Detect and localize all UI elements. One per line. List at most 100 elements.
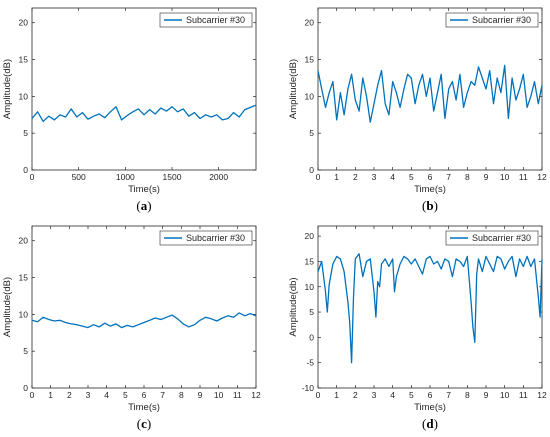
chart-4-xtick-label: 10 — [500, 390, 510, 400]
chart-3-legend-label: Subcarrier #30 — [186, 233, 245, 243]
chart-1-y-axis-label: Amplitude(dB) — [2, 59, 13, 119]
chart-3-ytick-label: 0 — [23, 383, 28, 393]
chart-2-xtick-label: 9 — [484, 172, 489, 182]
chart-2-xtick-label: 10 — [500, 172, 510, 182]
chart-1-caption: (a) — [136, 198, 151, 213]
chart-3-legend-box — [159, 230, 253, 246]
chart-2-xtick-label: 2 — [353, 172, 358, 182]
chart-4-xtick-label: 3 — [372, 390, 377, 400]
chart-3-ytick-label: 15 — [19, 273, 29, 283]
chart-4-xtick-label: 12 — [537, 390, 547, 400]
chart-1-legend-box — [159, 12, 253, 28]
chart-4-xtick-label: 11 — [519, 390, 528, 400]
chart-1-ytick-label: 5 — [23, 128, 28, 138]
chart-2-ytick-label: 5 — [309, 128, 314, 138]
chart-4-ytick-label: -10 — [302, 383, 315, 393]
chart-4-y-axis-label: Amplitude(db) — [288, 277, 299, 336]
chart-4-x-axis-label: Time(s) — [414, 402, 446, 413]
chart-1-xtick-label: 0 — [30, 172, 35, 182]
chart-1-xtick-label: 500 — [72, 172, 86, 182]
chart-2-caption-letter: b — [426, 198, 433, 213]
chart-4-xtick-label: 5 — [409, 390, 414, 400]
chart-1-caption-letter: a — [141, 198, 148, 213]
chart-2-ytick-label: 20 — [305, 18, 315, 28]
chart-2-legend-label: Subcarrier #30 — [472, 15, 531, 25]
chart-1-xtick-label: 2000 — [209, 172, 228, 182]
chart-3-x-axis-label: Time(s) — [128, 402, 160, 413]
chart-3-y-axis-label: Amplitude(dB) — [2, 277, 13, 337]
chart-3-caption: (c) — [137, 416, 151, 431]
chart-2-ytick-label: 15 — [305, 55, 315, 65]
chart-4-xtick-label: 8 — [465, 390, 470, 400]
chart-3-xtick-label: 9 — [198, 390, 203, 400]
chart-3-caption-open: ( — [137, 416, 141, 431]
chart-4-legend-box — [445, 230, 539, 246]
chart-4-ytick-label: 20 — [305, 231, 315, 241]
chart-1-caption-open: ( — [136, 198, 140, 213]
chart-4-xtick-label: 6 — [428, 390, 433, 400]
chart-3-xtick-label: 5 — [123, 390, 128, 400]
chart-2-xtick-label: 7 — [446, 172, 451, 182]
chart-2-xtick-label: 6 — [428, 172, 433, 182]
chart-3-ytick-label: 20 — [19, 236, 29, 246]
chart-4-ytick-label: -5 — [306, 358, 314, 368]
chart-3-xtick-label: 7 — [160, 390, 165, 400]
chart-4-xtick-label: 7 — [446, 390, 451, 400]
chart-4-xtick-label: 0 — [316, 390, 321, 400]
chart-1-x-axis-label: Time(s) — [128, 184, 160, 195]
chart-4-xtick-label: 4 — [390, 390, 395, 400]
chart-1-xtick-label: 1500 — [163, 172, 182, 182]
chart-2-caption: (b) — [422, 198, 438, 213]
chart-1-ytick-label: 15 — [19, 55, 29, 65]
chart-1-caption-close: ) — [147, 198, 151, 213]
chart-3-xtick-label: 2 — [67, 390, 72, 400]
chart-2-ytick-label: 0 — [309, 165, 314, 175]
chart-4-ytick-label: 15 — [305, 256, 315, 266]
chart-2-xtick-label: 3 — [372, 172, 377, 182]
chart-2-x-axis-label: Time(s) — [414, 184, 446, 195]
chart-3-xtick-label: 8 — [179, 390, 184, 400]
chart-4-legend-label: Subcarrier #30 — [472, 233, 531, 243]
chart-2-xtick-label: 4 — [390, 172, 395, 182]
chart-3-plot-area — [31, 225, 257, 389]
chart-3-xtick-label: 3 — [86, 390, 91, 400]
chart-1-plot-area — [31, 7, 257, 171]
chart-1-legend-label: Subcarrier #30 — [186, 15, 245, 25]
chart-2-xtick-label: 8 — [465, 172, 470, 182]
chart-3-series-line — [31, 312, 257, 329]
chart-3-xtick-label: 1 — [48, 390, 53, 400]
chart-2-xtick-label: 1 — [334, 172, 339, 182]
chart-1-xtick-label: 1000 — [116, 172, 135, 182]
chart-3-xtick-label: 12 — [251, 390, 261, 400]
chart-3-xtick-label: 6 — [142, 390, 147, 400]
chart-2-y-axis-label: Amplitude(dB) — [288, 59, 299, 119]
chart-4-ytick-label: 0 — [309, 332, 314, 342]
chart-2-caption-open: ( — [422, 198, 426, 213]
chart-3-ytick-label: 10 — [19, 309, 29, 319]
chart-4-xtick-label: 1 — [334, 390, 339, 400]
chart-2-xtick-label: 12 — [537, 172, 547, 182]
chart-1-series-line — [31, 104, 257, 123]
chart-3-xtick-label: 10 — [214, 390, 224, 400]
chart-2-xtick-label: 0 — [316, 172, 321, 182]
chart-4-caption-close: ) — [434, 416, 438, 431]
chart-1-ytick-label: 0 — [23, 165, 28, 175]
chart-3-ytick-label: 5 — [23, 346, 28, 356]
chart-3-xtick-label: 11 — [233, 390, 242, 400]
chart-2-series-line — [317, 64, 543, 123]
chart-4-xtick-label: 2 — [353, 390, 358, 400]
chart-1-ytick-label: 20 — [19, 18, 29, 28]
chart-3-xtick-label: 0 — [30, 390, 35, 400]
chart-4-plot-area — [317, 225, 543, 389]
chart-2-xtick-label: 11 — [519, 172, 528, 182]
chart-3-caption-letter: c — [141, 416, 147, 431]
chart-4-caption-open: ( — [422, 416, 426, 431]
chart-2-plot-area — [317, 7, 543, 171]
chart-4-caption: (d) — [422, 416, 438, 431]
chart-4-xtick-label: 9 — [484, 390, 489, 400]
chart-2-legend-box — [445, 12, 539, 28]
chart-4-series-line — [317, 253, 543, 364]
chart-1-ytick-label: 10 — [19, 91, 29, 101]
chart-2-ytick-label: 10 — [305, 91, 315, 101]
